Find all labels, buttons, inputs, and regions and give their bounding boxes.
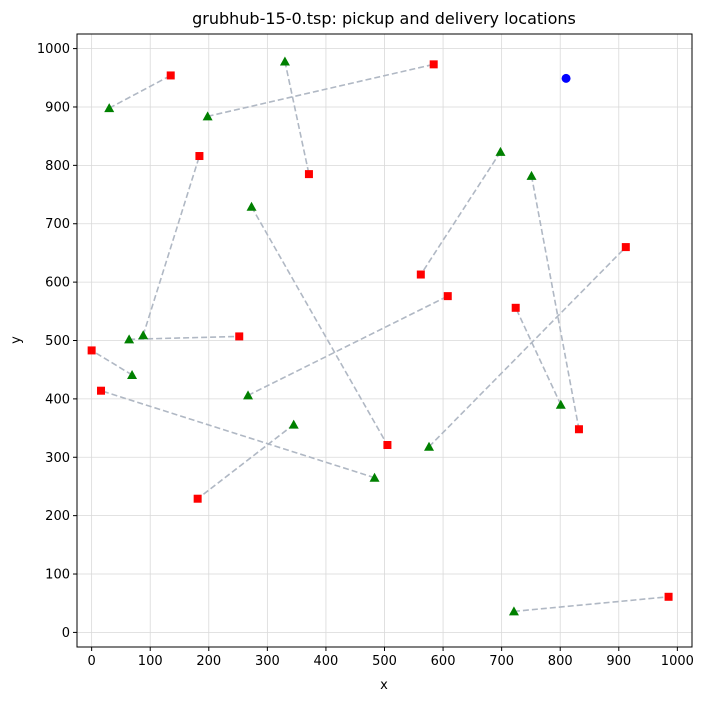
y-tick-label: 200 [45,509,70,524]
delivery-marker [195,152,204,161]
delivery-marker [304,170,313,179]
delivery-marker [383,441,392,450]
pair-link [91,349,133,376]
x-tick-label: 200 [196,654,221,669]
y-tick-label: 300 [45,451,70,466]
x-axis-label: x [380,678,388,693]
delivery-marker [97,386,106,395]
delivery-marker [166,71,175,80]
pickup-marker [246,201,257,211]
pickup-marker [555,399,566,409]
pickup-marker [104,103,115,113]
pair-links [91,61,669,613]
x-tick-label: 300 [255,654,280,669]
pickup-marker [424,441,435,451]
delivery-marker [621,243,630,252]
delivery-marker [235,332,244,341]
delivery-marker [193,494,202,503]
pickup-marker [288,419,299,429]
y-axis-label: y [9,336,24,344]
pair-link [420,151,502,275]
x-tick-label: 800 [548,654,573,669]
pickup-marker [124,334,135,344]
x-tick-label: 1000 [661,654,694,669]
pickup-marker [495,146,506,156]
pair-link [513,595,669,613]
pair-link [530,175,580,430]
pair-link [207,63,434,118]
x-tick-label: 0 [88,654,96,669]
delivery-marker [511,303,520,312]
markers [87,56,673,616]
pickup-marker [127,369,138,379]
delivery-marker [664,592,673,601]
x-tick-label: 600 [431,654,456,669]
y-tick-label: 800 [45,159,70,174]
grid [77,34,692,647]
x-tick-label: 900 [606,654,631,669]
y-tick-label: 1000 [37,42,70,57]
pair-link [108,74,172,109]
delivery-marker [574,425,583,434]
pickup-marker [526,170,537,180]
pair-link [514,307,562,406]
pair-link [284,61,310,175]
y-tick-label: 500 [45,334,70,349]
x-tick-label: 100 [138,654,163,669]
y-tick-label: 900 [45,100,70,115]
pair-link [142,155,201,336]
pickup-marker [369,472,380,482]
y-tick-label: 400 [45,392,70,407]
pickup-marker [279,56,290,66]
pair-link [100,389,375,479]
pair-link [250,206,389,446]
y-axis-ticks: 0 100 200 300 400 500 600 700 800 900 1000 [37,42,77,641]
depot-marker [561,73,571,83]
y-tick-label: 0 [62,626,70,641]
delivery-marker [429,60,438,69]
pair-link [247,295,449,397]
delivery-marker [87,346,96,355]
pair-link [197,423,295,500]
x-tick-label: 500 [372,654,397,669]
y-tick-label: 700 [45,217,70,232]
x-tick-label: 700 [489,654,514,669]
pickup-marker [138,330,149,340]
delivery-marker [416,270,425,279]
pickup-marker [202,111,213,121]
x-axis-ticks: 0 100 200 300 400 500 600 700 800 900 1000 [88,647,694,669]
pickup-marker [243,390,254,400]
chart-title: grubhub-15-0.tsp: pickup and delivery lo… [192,9,576,28]
y-tick-label: 600 [45,276,70,291]
x-tick-label: 400 [314,654,339,669]
pair-link [428,246,627,448]
delivery-marker [443,292,452,301]
y-tick-label: 100 [45,568,70,583]
pickup-marker [508,606,519,616]
